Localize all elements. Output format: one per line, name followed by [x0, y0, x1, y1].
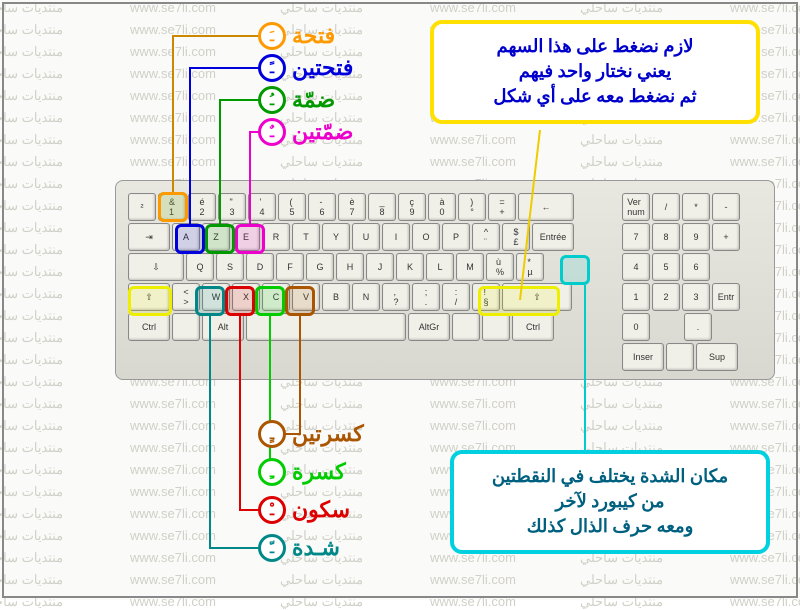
- diacritic-symbol-icon: ـِ: [258, 458, 286, 486]
- bubble-line: من كيبورد لآخر: [468, 489, 752, 514]
- label-sukun: سكون ـْ: [258, 496, 350, 524]
- label-dammatain: ضمّتين ـٌ: [258, 118, 353, 146]
- label-text: كسرتين: [292, 421, 364, 447]
- label-fatha: فتحة ـَ: [258, 22, 335, 50]
- label-kasra: كسرة ـِ: [258, 458, 346, 486]
- bubble-line: ثم نضغط معه على أي شكل: [448, 84, 742, 109]
- diacritic-symbol-icon: ـَ: [258, 22, 286, 50]
- diacritic-symbol-icon: ـً: [258, 54, 286, 82]
- diacritic-symbol-icon: ـٍ: [258, 420, 286, 448]
- diacritic-symbol-icon: ـٌ: [258, 118, 286, 146]
- bubble-line: لازم نضغط على هذا السهم: [448, 34, 742, 59]
- instruction-bubble-bottom: مكان الشدة يختلف في النقطتين من كيبورد ل…: [450, 450, 770, 554]
- label-text: شـدة: [292, 535, 340, 561]
- label-text: سكون: [292, 497, 350, 523]
- bubble-line: مكان الشدة يختلف في النقطتين: [468, 464, 752, 489]
- label-text: فتحة: [292, 23, 335, 49]
- bubble-line: يعني نختار واحد فيهم: [448, 59, 742, 84]
- bubble-line: ومعه حرف الذال كذلك: [468, 514, 752, 539]
- diacritic-symbol-icon: ـّ: [258, 534, 286, 562]
- label-fathatain: فتحتين ـً: [258, 54, 353, 82]
- label-text: ضمّتين: [292, 119, 353, 145]
- label-text: فتحتين: [292, 55, 353, 81]
- diacritic-symbol-icon: ـْ: [258, 496, 286, 524]
- diacritic-symbol-icon: ـُ: [258, 86, 286, 114]
- label-text: ضمّة: [292, 87, 335, 113]
- label-kasratain: كسرتين ـٍ: [258, 420, 364, 448]
- instruction-bubble-top: لازم نضغط على هذا السهم يعني نختار واحد …: [430, 20, 760, 124]
- label-text: كسرة: [292, 459, 346, 485]
- label-shadda: شـدة ـّ: [258, 534, 340, 562]
- label-damma: ضمّة ـُ: [258, 86, 335, 114]
